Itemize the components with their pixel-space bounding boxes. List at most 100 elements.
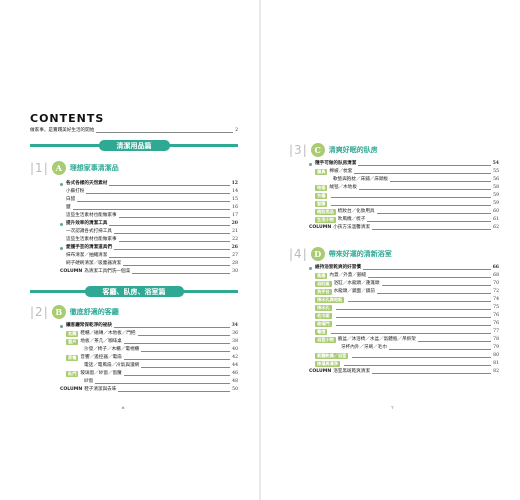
toc-section[interactable]: 讓客廳常保乾淨的祕訣 34 [60, 322, 238, 330]
toc-item[interactable]: 寢具 棉被／枕套 55 [315, 169, 499, 175]
toc-item[interactable]: 家電 音響／遙控器／電扇 42 [66, 355, 238, 361]
toc-item[interactable]: 排水孔 75 [315, 305, 499, 311]
room-tag: 馬桶 [315, 273, 328, 279]
intro-page: 2 [235, 128, 238, 133]
chapter-number: |4| [289, 247, 308, 261]
section-banner-rooms: 客廳、臥房、浴室篇 [30, 286, 238, 297]
chapter-1-toc: 各式各樣的天然素材 12 小蘇打粉 14 白醋 15 鹽 16 這些生活素材也能做家事… [60, 180, 238, 276]
toc-item[interactable]: 玄關 鞋櫃／磁磚／木地板／門把 36 [66, 331, 238, 337]
toc-item[interactable]: 一次認識各式打掃工具 21 [66, 229, 238, 234]
chapter-2-toc: 讓客廳常保乾淨的祕訣 34 玄關 鞋櫃／磁磚／木地板／門把 36 窗戶 地板／茶几／咖… [60, 322, 238, 394]
chapter-title: 清爽好眠的臥房 [328, 145, 378, 154]
bullet-icon [60, 246, 63, 250]
room-tag: 窗簾 [315, 201, 328, 207]
toc-item[interactable]: 沙發／椅子／木櫃／電視櫃 40 [84, 347, 238, 352]
toc-item[interactable]: 窗戶 地板／茶几／咖啡桌 38 [66, 339, 238, 345]
toc-section[interactable]: 愛護手芸的清潔道具們 26 [60, 244, 238, 252]
toc-item[interactable]: 電燈 77 [315, 329, 499, 335]
toc-item[interactable]: 這些生活素材也能做家事 22 [66, 237, 238, 242]
room-tag: 玻璃門 [315, 321, 332, 327]
toc-item[interactable]: 地毯 絨毯／木地板 58 [315, 185, 499, 191]
toc-item[interactable]: 除濕與清淨 81 [315, 361, 499, 367]
toc-item[interactable]: 窗簾 59 [315, 201, 499, 207]
toc-item[interactable]: 排水孔與地板 74 [315, 297, 499, 303]
toc-item[interactable]: 紗窗 48 [84, 379, 238, 384]
contents-heading: CONTENTS [30, 112, 105, 125]
bullet-icon [60, 222, 63, 226]
chapter-3-heading[interactable]: |3| C 清爽好眠的臥房 [289, 142, 378, 158]
right-page: |3| C 清爽好眠的臥房 隨手可做的臥房清潔 54 寢具 棉被／枕套 55 軟墊與… [261, 0, 520, 500]
room-tag: 排水孔與地板 [315, 297, 345, 303]
room-tag: 電燈 [315, 329, 328, 335]
toc-item[interactable]: 生活小物 吹風機／梳子 61 [315, 217, 499, 223]
room-tag: 窗戶 [66, 339, 79, 345]
toc-item[interactable]: 氣體乾燥／浴室 80 [315, 353, 499, 359]
room-tag: 毛巾架 [315, 313, 332, 319]
chapter-title: 帶來好運的清新浴室 [328, 249, 392, 258]
chapter-number: |2| [30, 305, 49, 319]
toc-item[interactable]: 浴缸區 浴缸／水龍頭／蓮蓬頭 70 [315, 281, 499, 287]
toc-item[interactable]: 臥門 玻璃窗／紗窗／窗簾 46 [66, 371, 238, 377]
chapter-circle-icon: B [51, 305, 66, 319]
intro-title: 做家事，是實踐美好生活的開始 [30, 128, 95, 133]
chapter-number: |3| [289, 143, 308, 157]
toc-item[interactable]: 牙杯內外／牙刷／毛巾 79 [341, 345, 499, 350]
book-gutter [259, 0, 261, 500]
intro-entry[interactable]: 做家事，是實踐美好生活的開始 2 [30, 127, 238, 135]
room-tag: 氣體乾燥／浴室 [315, 353, 349, 359]
room-tag: 浴缸區 [315, 281, 332, 287]
chapter-4-heading[interactable]: |4| D 帶來好運的清新浴室 [289, 246, 392, 262]
toc-section[interactable]: 隨手可做的臥房清潔 54 [309, 160, 499, 168]
chapter-title: 理想家事清潔品 [69, 163, 119, 172]
toc-item[interactable]: 衣櫃 59 [315, 193, 499, 199]
toc-column[interactable]: COLUMN 為清潔工具們洗一個澡 30 [60, 269, 238, 274]
room-tag: 除濕與清淨 [315, 361, 340, 367]
toc-item[interactable]: 馬桶 內蓋／外蓋／腳縫 68 [315, 273, 499, 279]
toc-item[interactable]: 浴室小物 臉盆／沐浴椅／水盆／氣體瓶／吊掛架 78 [315, 337, 499, 343]
bullet-icon [60, 324, 63, 328]
room-tag: 洗手台 [315, 289, 332, 295]
chapter-number: |1| [30, 161, 49, 175]
toc-item[interactable]: 鹽 16 [66, 205, 238, 210]
room-tag: 臥門 [66, 371, 79, 377]
toc-item[interactable]: 玻璃門 76 [315, 321, 499, 327]
toc-column[interactable]: COLUMN 小孩方法溫馨清潔 62 [309, 225, 499, 230]
toc-item[interactable]: 洗手台 水龍頭／鏡面／鏡前 72 [315, 289, 499, 295]
bullet-icon [60, 182, 63, 186]
toc-item[interactable]: 白醋 15 [66, 197, 238, 202]
toc-item[interactable]: 軟墊與抱枕／床鋪／床頭板 56 [333, 177, 499, 182]
room-tag: 衣櫃 [315, 193, 328, 199]
chapter-circle-icon: D [310, 247, 325, 261]
toc-column[interactable]: COLUMN 鞋子清潔與去味 50 [60, 387, 238, 392]
left-page: CONTENTS 做家事，是實踐美好生活的開始 2 清潔用品篇 |1| A 理想… [0, 0, 259, 500]
room-tag: 生活小物 [315, 217, 336, 223]
toc-item[interactable]: 毛巾架 76 [315, 313, 499, 319]
section-banner-cleaning: 清潔用品篇 [30, 140, 238, 151]
page-number: 7 [391, 405, 394, 410]
toc-item[interactable]: 這些生活素材也能做家事 17 [66, 213, 238, 218]
toc-item[interactable]: 小蘇打粉 14 [66, 189, 238, 194]
toc-item[interactable]: 刷子硬刷清潔／吸塵器清潔 28 [66, 261, 238, 266]
banner-label: 客廳、臥房、浴室篇 [84, 286, 184, 297]
page-number: 6 [122, 405, 125, 410]
toc-item[interactable]: 抹布清潔／抽繩清潔 27 [66, 253, 238, 258]
room-tag: 梳妝用品 [315, 209, 336, 215]
chapter-2-heading[interactable]: |2| B 徹底舒適的客廳 [30, 304, 119, 320]
banner-label: 清潔用品篇 [98, 140, 170, 151]
toc-item[interactable]: 電話／電風扇／冷氣與濾網 44 [84, 363, 238, 368]
toc-column[interactable]: COLUMN 浴室黑斑乾爽清潔 82 [309, 369, 499, 374]
room-tag: 排水孔 [315, 305, 332, 311]
chapter-1-heading[interactable]: |1| A 理想家事清潔品 [30, 160, 119, 176]
bullet-icon [309, 162, 312, 166]
chapter-title: 徹底舒適的客廳 [69, 307, 119, 316]
room-tag: 家電 [66, 355, 79, 361]
toc-section[interactable]: 提升效率的清潔工具 20 [60, 220, 238, 228]
toc-section[interactable]: 各式各樣的天然素材 12 [60, 180, 238, 188]
room-tag: 玄關 [66, 331, 79, 337]
toc-item[interactable]: 梳妝用品 梳妝台／化妝用具 60 [315, 209, 499, 215]
room-tag: 浴室小物 [315, 337, 336, 343]
chapter-3-toc: 隨手可做的臥房清潔 54 寢具 棉被／枕套 55 軟墊與抱枕／床鋪／床頭板 56 地毯… [309, 160, 499, 232]
toc-section[interactable]: 維持浴室乾爽的好習慣 66 [309, 264, 499, 272]
chapter-circle-icon: C [310, 143, 325, 157]
